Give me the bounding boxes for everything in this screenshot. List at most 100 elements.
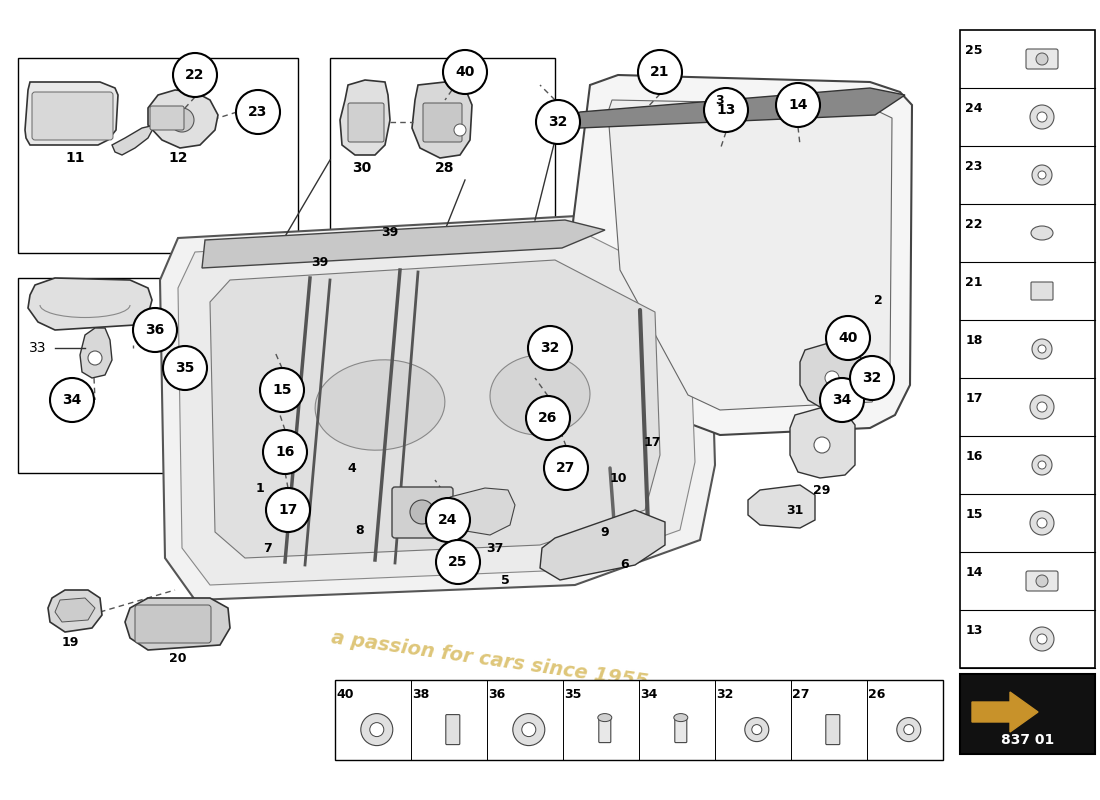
Text: 24: 24 (438, 513, 458, 527)
Text: EURO
PARTS: EURO PARTS (714, 194, 906, 326)
FancyBboxPatch shape (18, 278, 218, 473)
Text: 6: 6 (620, 558, 629, 571)
Text: 8: 8 (355, 523, 364, 537)
Polygon shape (160, 215, 715, 600)
Text: 15: 15 (966, 508, 982, 521)
Circle shape (776, 83, 820, 127)
Text: 13: 13 (966, 624, 982, 637)
FancyBboxPatch shape (1031, 282, 1053, 300)
Text: 34: 34 (833, 393, 851, 407)
Circle shape (820, 378, 864, 422)
FancyBboxPatch shape (18, 58, 298, 253)
Text: 837 01: 837 01 (1001, 733, 1054, 746)
Circle shape (904, 725, 914, 734)
Text: 36: 36 (488, 689, 506, 702)
Text: 40: 40 (455, 65, 475, 79)
FancyBboxPatch shape (598, 717, 611, 742)
FancyBboxPatch shape (1026, 49, 1058, 69)
Text: 39: 39 (382, 226, 398, 238)
Polygon shape (540, 510, 666, 580)
Circle shape (526, 396, 570, 440)
Ellipse shape (552, 119, 572, 131)
Text: 38: 38 (412, 689, 430, 702)
Circle shape (443, 50, 487, 94)
Text: 4: 4 (348, 462, 356, 474)
Polygon shape (125, 598, 230, 650)
Polygon shape (48, 590, 102, 632)
Circle shape (260, 368, 304, 412)
Text: 17: 17 (644, 435, 661, 449)
Polygon shape (972, 692, 1038, 732)
Text: a passion for
cars since 1955: a passion for cars since 1955 (730, 346, 889, 414)
Circle shape (528, 326, 572, 370)
Circle shape (1032, 455, 1052, 475)
FancyBboxPatch shape (150, 106, 184, 130)
Text: 14: 14 (789, 98, 807, 112)
Text: 31: 31 (786, 503, 804, 517)
Text: 22: 22 (966, 218, 982, 230)
Text: 30: 30 (352, 161, 372, 175)
Circle shape (1032, 339, 1052, 359)
Circle shape (1036, 53, 1048, 65)
Text: 32: 32 (716, 689, 734, 702)
Text: 35: 35 (175, 361, 195, 375)
Circle shape (426, 498, 470, 542)
FancyBboxPatch shape (1026, 571, 1058, 591)
Polygon shape (55, 598, 95, 622)
Text: 40: 40 (337, 689, 354, 702)
Text: 21: 21 (966, 276, 982, 289)
FancyBboxPatch shape (330, 58, 556, 253)
Text: 32: 32 (862, 371, 882, 385)
Text: 11: 11 (65, 151, 85, 165)
Polygon shape (446, 488, 515, 535)
FancyBboxPatch shape (424, 103, 462, 142)
Text: a passion for cars since 1955: a passion for cars since 1955 (330, 628, 650, 692)
Text: 20: 20 (169, 651, 187, 665)
Polygon shape (28, 278, 152, 330)
Circle shape (1036, 575, 1048, 587)
FancyBboxPatch shape (135, 605, 211, 643)
Polygon shape (572, 75, 912, 435)
Ellipse shape (1031, 226, 1053, 240)
Circle shape (1030, 105, 1054, 129)
Text: 24: 24 (966, 102, 982, 114)
Circle shape (410, 500, 435, 524)
Circle shape (544, 446, 588, 490)
Circle shape (236, 90, 280, 134)
Circle shape (1032, 165, 1052, 185)
Circle shape (850, 356, 894, 400)
Circle shape (163, 346, 207, 390)
Text: 12: 12 (168, 151, 188, 165)
FancyBboxPatch shape (674, 717, 686, 742)
Circle shape (638, 50, 682, 94)
Circle shape (745, 718, 769, 742)
Circle shape (896, 718, 921, 742)
Text: 39: 39 (311, 255, 329, 269)
FancyBboxPatch shape (392, 487, 453, 538)
Circle shape (521, 722, 536, 737)
Ellipse shape (315, 360, 444, 450)
Text: 17: 17 (966, 392, 982, 405)
Circle shape (133, 308, 177, 352)
Circle shape (1037, 112, 1047, 122)
Ellipse shape (597, 714, 612, 722)
Text: 40: 40 (838, 331, 858, 345)
Circle shape (1030, 627, 1054, 651)
Circle shape (361, 714, 393, 746)
Text: 1: 1 (255, 482, 264, 494)
Text: 28: 28 (436, 161, 454, 175)
Text: 10: 10 (609, 471, 627, 485)
Text: 32: 32 (548, 115, 568, 129)
Circle shape (263, 430, 307, 474)
Text: 16: 16 (966, 450, 982, 462)
Text: 25: 25 (449, 555, 468, 569)
FancyBboxPatch shape (446, 714, 460, 745)
Circle shape (704, 88, 748, 132)
FancyBboxPatch shape (826, 714, 839, 745)
Polygon shape (25, 82, 118, 145)
FancyBboxPatch shape (960, 30, 1094, 668)
Text: 23: 23 (966, 160, 982, 173)
Text: 23: 23 (249, 105, 267, 119)
Circle shape (1030, 395, 1054, 419)
Text: 2: 2 (873, 294, 882, 306)
